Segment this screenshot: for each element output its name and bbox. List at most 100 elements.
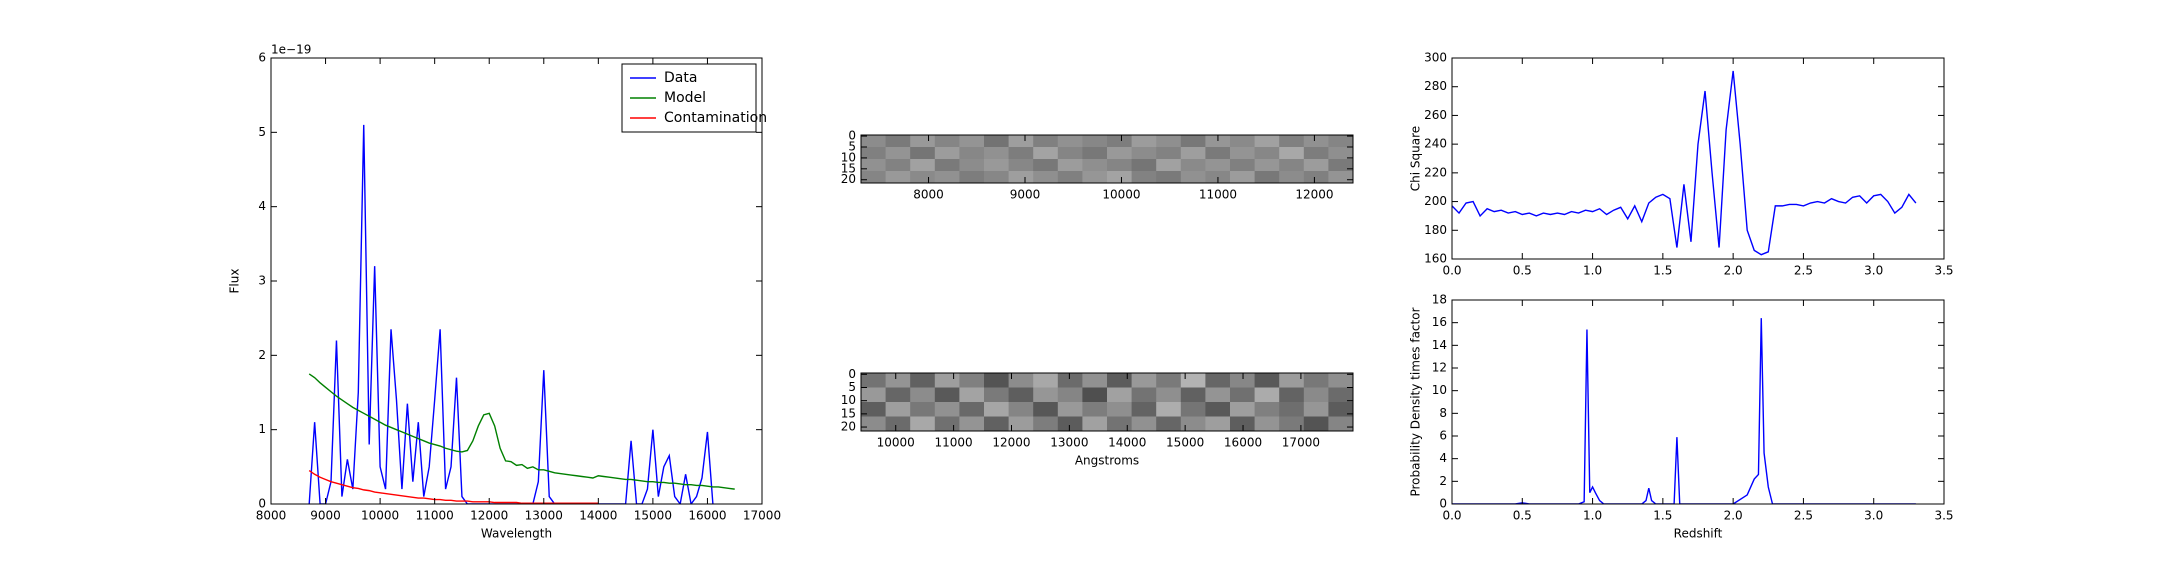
plot-area — [1452, 70, 1917, 256]
y-tick-label: 300 — [1424, 51, 1447, 65]
x-tick-label: 15000 — [1166, 436, 1204, 450]
heatmap-cell — [861, 171, 887, 183]
y-tick-label: 14 — [1432, 338, 1447, 352]
heatmap-cell — [1279, 159, 1305, 172]
heatmap-cell — [861, 387, 887, 403]
x-tick-label: 17000 — [743, 509, 781, 523]
heatmap-cell — [959, 147, 985, 160]
heatmap-cell — [1057, 171, 1083, 183]
heatmap-cell — [885, 402, 911, 417]
heatmap-cell — [1328, 387, 1353, 403]
heatmap-cell — [1328, 402, 1353, 417]
heatmap-cell — [1033, 402, 1059, 417]
axes-frame — [860, 372, 1354, 432]
heatmap-cell — [984, 387, 1010, 403]
heatmap-cell — [959, 387, 985, 403]
heatmap-cell — [1180, 402, 1206, 417]
heatmap-cell — [910, 402, 936, 417]
heatmap-cell — [1057, 373, 1083, 388]
x-tick-label: 1.0 — [1583, 509, 1602, 523]
x-tick-label: 2.0 — [1724, 509, 1743, 523]
x-tick-label: 15000 — [634, 509, 672, 523]
heatmap-cell — [1008, 387, 1034, 403]
heatmap-cell — [934, 159, 960, 172]
y-tick-label: 200 — [1424, 194, 1447, 208]
x-tick-label: 3.0 — [1864, 264, 1883, 278]
x-tick-label: 13000 — [1050, 436, 1088, 450]
heatmap-cell — [934, 171, 960, 183]
y-tick-label: 10 — [841, 150, 856, 164]
y-tick-label: 4 — [1439, 451, 1447, 465]
heatmap-cell — [1008, 159, 1034, 172]
heatmap-cell — [1205, 402, 1231, 417]
heatmap-cell — [1082, 387, 1108, 403]
x-tick-label: 17000 — [1282, 436, 1320, 450]
heatmap-cell — [959, 159, 985, 172]
heatmap-cell — [1279, 147, 1305, 160]
heatmap-cell — [984, 135, 1010, 148]
heatmap-cell — [1033, 147, 1059, 160]
heatmap-cell — [910, 373, 936, 388]
heatmap-cell — [1156, 387, 1182, 403]
y-axis-label: Probability Density times factor — [1409, 307, 1423, 496]
heatmap-cell — [1254, 402, 1280, 417]
heatmap-cell — [1107, 159, 1133, 172]
heatmap-cell — [1156, 373, 1182, 388]
heatmap-cell — [1254, 171, 1280, 183]
x-tick-label: 0.0 — [1442, 509, 1461, 523]
y-tick-label: 160 — [1424, 252, 1447, 266]
heatmap-cell — [1057, 402, 1083, 417]
heatmap-cell — [1156, 159, 1182, 172]
x-axis-label: Wavelength — [481, 527, 552, 541]
y-tick-label: 240 — [1424, 137, 1447, 151]
heatmap-cell — [1303, 373, 1329, 388]
heatmap-cell — [1205, 147, 1231, 160]
heatmap-cell — [910, 135, 936, 148]
y-tick-label: 15 — [841, 161, 856, 175]
plot-area — [308, 124, 735, 504]
y-tick-label: 12 — [1432, 361, 1447, 375]
heatmap-cell — [885, 373, 911, 388]
heatmap-cell — [1156, 416, 1182, 431]
x-tick-label: 9000 — [310, 509, 341, 523]
heatmap-cell — [934, 387, 960, 403]
heatmap-cell — [984, 159, 1010, 172]
y-tick-label: 220 — [1424, 165, 1447, 179]
heatmap-cell — [1328, 147, 1353, 160]
heatmap-cell — [885, 135, 911, 148]
heatmap-cell — [1254, 147, 1280, 160]
heatmap-cell — [1107, 135, 1133, 148]
heatmap-cell — [1082, 373, 1108, 388]
heatmap-cell — [861, 416, 887, 431]
y-tick-label: 6 — [1439, 429, 1447, 443]
heatmap-cell — [1279, 402, 1305, 417]
y-tick-label: 3 — [258, 274, 266, 288]
heatmap-cell — [934, 373, 960, 388]
heatmap-cell — [1230, 171, 1256, 183]
heatmap-cell — [861, 147, 887, 160]
heatmap-cell — [1230, 387, 1256, 403]
heatmap-cell — [959, 171, 985, 183]
heatmap-cell — [861, 159, 887, 172]
data-line — [308, 124, 714, 504]
heatmap-cell — [910, 171, 936, 183]
heatmap-cell — [1230, 373, 1256, 388]
heatmap-cell — [1279, 373, 1305, 388]
heatmap-cell — [910, 416, 936, 431]
heatmap-cell — [934, 135, 960, 148]
x-tick-label: 0.0 — [1442, 264, 1461, 278]
heatmap-cell — [1131, 147, 1157, 160]
heatmap-cell — [1057, 416, 1083, 431]
heatmap-cell — [1131, 387, 1157, 403]
heatmap-cell — [1131, 159, 1157, 172]
heatmap-cell — [1107, 402, 1133, 417]
heatmap-cell — [1180, 171, 1206, 183]
y-tick-label: 4 — [258, 199, 266, 213]
y-tick-label: 0 — [848, 129, 856, 143]
heatmap-cell — [1279, 387, 1305, 403]
heatmap-cell — [1057, 387, 1083, 403]
heatmap-cell — [1180, 147, 1206, 160]
data-line — [308, 373, 735, 490]
heatmap-cell — [1033, 416, 1059, 431]
x-tick-label: 3.5 — [1934, 264, 1953, 278]
